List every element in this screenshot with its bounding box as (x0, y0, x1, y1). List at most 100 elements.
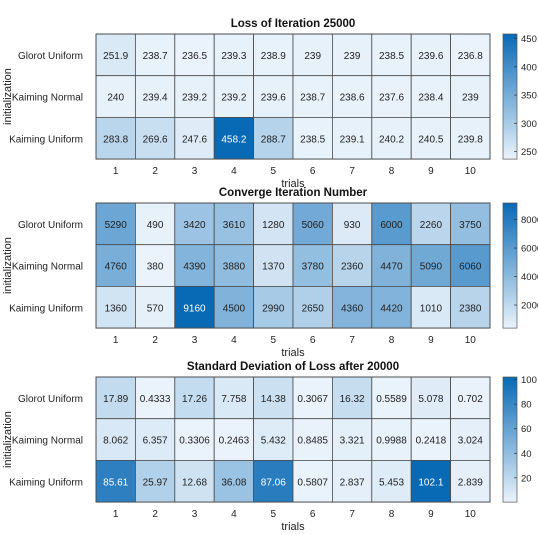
colorbar-tick-label: 100 (521, 375, 537, 386)
cell-value-label: 930 (344, 220, 361, 231)
cell-value-label: 36.08 (221, 477, 246, 488)
cell-value-label: 239 (304, 51, 321, 62)
x-tick-label: 3 (192, 509, 198, 520)
x-tick-label: 10 (465, 509, 477, 520)
colorbar-tick-label: 4000 (521, 272, 538, 283)
cell-value-label: 239.4 (143, 93, 168, 104)
heatmap-cell (410, 75, 452, 118)
heatmap-cell (450, 75, 491, 118)
heatmap-cell (134, 33, 176, 77)
cell-value-label: 0.4333 (140, 394, 171, 405)
cell-value-label: 0.8485 (297, 436, 328, 447)
x-tick-label: 4 (231, 509, 237, 520)
x-tick-label: 7 (349, 335, 355, 346)
heatmap-cell (174, 285, 215, 329)
colorbar (502, 33, 518, 160)
cell-value-label: 4470 (380, 262, 403, 273)
y-axis-label: initialization (2, 411, 14, 468)
cell-value-label: 570 (147, 303, 164, 314)
cell-value-label: 239 (344, 51, 361, 62)
cell-value-label: 237.6 (379, 93, 404, 104)
cell-value-label: 1370 (262, 262, 285, 273)
heatmap-cell (95, 117, 136, 160)
cell-value-label: 17.89 (103, 394, 128, 405)
heatmap-cell (95, 418, 136, 461)
heatmap-cell (213, 418, 254, 461)
heatmap-cell (371, 244, 412, 287)
heatmap-cell (292, 33, 333, 77)
heatmap-cell (253, 285, 294, 329)
cell-value-label: 16.32 (340, 394, 365, 405)
x-axis-label: trials (281, 347, 305, 359)
heatmap-cell (292, 459, 333, 503)
heatmap-cell (213, 459, 254, 503)
cell-value-label: 5290 (105, 220, 128, 231)
heatmap-cell (410, 202, 452, 246)
heatmap-cell (450, 459, 491, 503)
colorbar-tick-label: 2000 (521, 301, 538, 312)
heatmap-cell (450, 418, 491, 461)
x-tick-label: 3 (192, 166, 198, 177)
colorbar-tick-label: 80 (521, 400, 532, 411)
colorbar-tick-label: 300 (521, 119, 537, 130)
heatmap-cell (410, 244, 452, 287)
heatmap-cell (331, 285, 373, 329)
cell-value-label: 4760 (105, 262, 128, 273)
cell-value-label: 238.5 (379, 51, 404, 62)
cell-value-label: 17.26 (182, 394, 207, 405)
cell-value-label: 239.8 (458, 134, 483, 145)
cell-value-label: 4390 (183, 262, 206, 273)
cell-value-label: 3420 (183, 220, 206, 231)
cell-value-label: 458.2 (221, 134, 246, 145)
heatmap-cell (134, 75, 176, 118)
cell-value-label: 238.7 (143, 51, 168, 62)
cell-value-label: 240.2 (379, 134, 404, 145)
cell-value-label: 239.6 (261, 93, 286, 104)
x-axis-label: trials (281, 178, 305, 190)
colorbar (502, 202, 518, 329)
cell-value-label: 9160 (183, 303, 206, 314)
colorbar-tick-label: 350 (521, 91, 537, 102)
x-tick-label: 3 (192, 335, 198, 346)
colorbar-tick-label: 8000 (521, 215, 538, 226)
cell-value-label: 0.3067 (297, 394, 328, 405)
heatmap-cell (174, 376, 215, 420)
heatmap-cell (371, 75, 412, 118)
heatmap-cell (134, 418, 176, 461)
cell-value-label: 12.68 (182, 477, 207, 488)
heatmap-cell (174, 244, 215, 287)
cell-value-label: 3750 (459, 220, 482, 231)
heatmap-cell (371, 33, 412, 77)
plot-frame (95, 376, 491, 503)
cell-value-label: 236.8 (458, 51, 483, 62)
cell-value-label: 4420 (380, 303, 403, 314)
x-tick-label: 1 (113, 335, 119, 346)
colorbar-tick-label: 60 (521, 424, 532, 435)
y-tick-label: Kaiming Uniform (9, 134, 83, 145)
heatmap-cell (450, 376, 491, 420)
heatmap-cell (213, 285, 254, 329)
heatmap-cell (253, 376, 294, 420)
heatmap-cell (292, 376, 333, 420)
y-tick-label: Kaiming Uniform (9, 303, 83, 314)
heatmap-cell (253, 202, 294, 246)
cell-value-label: 3.024 (458, 436, 483, 447)
x-tick-label: 2 (152, 335, 158, 346)
x-tick-label: 4 (231, 166, 237, 177)
x-tick-label: 9 (428, 335, 434, 346)
colorbar (502, 376, 518, 503)
cell-value-label: 251.9 (103, 51, 128, 62)
cell-value-label: 0.5807 (297, 477, 328, 488)
y-tick-label: Kaiming Normal (12, 93, 83, 104)
cell-value-label: 5.078 (418, 394, 443, 405)
cell-value-label: 238.7 (300, 93, 325, 104)
x-tick-label: 1 (113, 509, 119, 520)
x-tick-label: 6 (310, 335, 316, 346)
y-tick-label: Glorot Uniform (18, 394, 83, 405)
chart-title: Loss of Iteration 25000 (231, 18, 356, 30)
x-tick-label: 5 (271, 166, 277, 177)
heatmap-cell (292, 75, 333, 118)
x-tick-label: 9 (428, 166, 434, 177)
y-tick-label: Kaiming Normal (12, 262, 83, 273)
